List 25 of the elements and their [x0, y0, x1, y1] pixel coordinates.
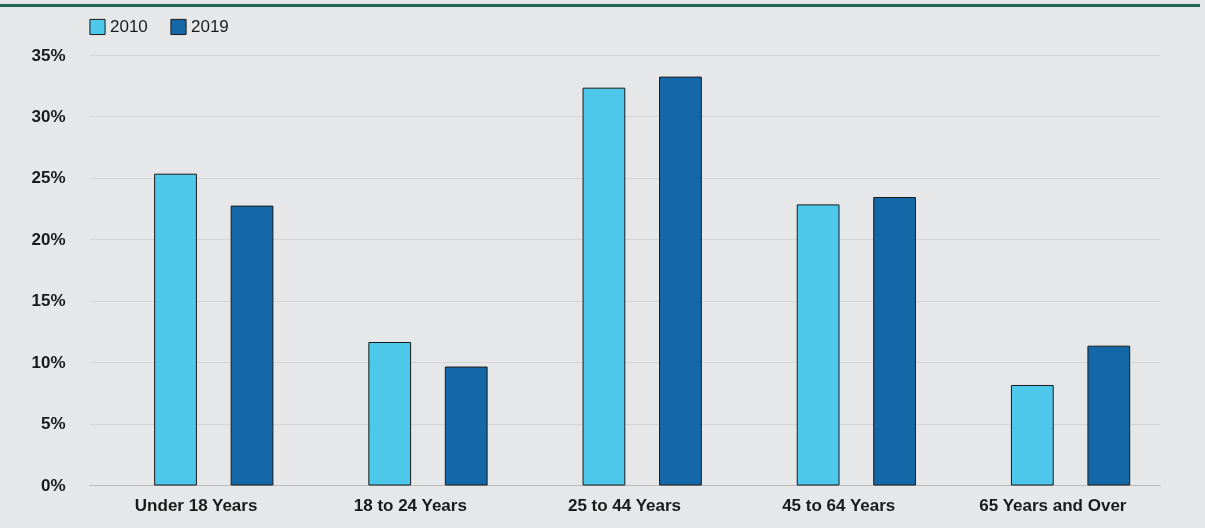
- x-tick-label: 45 to 64 Years: [782, 495, 896, 515]
- x-tick-label: 65 Years and Over: [979, 495, 1127, 515]
- y-tick-label: 5%: [40, 414, 66, 434]
- bar: [796, 204, 840, 486]
- bar: [154, 173, 197, 486]
- bar: [444, 366, 488, 486]
- y-tick-label: 15%: [31, 291, 66, 311]
- bar: [659, 76, 702, 486]
- bar: [368, 341, 412, 486]
- bar: [873, 197, 917, 486]
- x-tick-label: Under 18 Years: [134, 495, 258, 515]
- y-tick-label: 0%: [40, 475, 66, 495]
- x-tick-label: 25 to 44 Years: [567, 495, 682, 515]
- bar: [230, 205, 274, 486]
- y-tick-label: 20%: [31, 229, 66, 249]
- y-tick-label: 25%: [31, 168, 66, 188]
- bar: [1087, 345, 1131, 486]
- y-tick-label: 10%: [31, 352, 66, 372]
- y-tick-label: 30%: [31, 106, 66, 126]
- x-tick-label: 18 to 24 Years: [353, 495, 467, 515]
- bar: [1010, 384, 1054, 486]
- legend-label: 2010: [110, 16, 148, 36]
- legend-label: 2019: [191, 16, 229, 36]
- bar: [582, 87, 626, 486]
- y-tick-label: 35%: [31, 45, 66, 65]
